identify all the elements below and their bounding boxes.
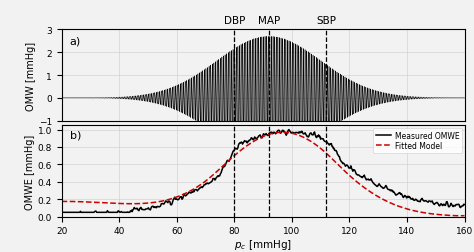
Fitted Model bbox=[453, 214, 459, 217]
Fitted Model bbox=[297, 135, 302, 138]
Text: SBP: SBP bbox=[316, 16, 337, 26]
Fitted Model bbox=[163, 199, 168, 202]
Fitted Model bbox=[280, 131, 286, 134]
Measured OMWE bbox=[163, 201, 168, 204]
Measured OMWE bbox=[462, 203, 467, 206]
Measured OMWE bbox=[363, 177, 368, 180]
Line: Fitted Model: Fitted Model bbox=[62, 133, 465, 216]
Measured OMWE bbox=[241, 141, 247, 144]
Fitted Model bbox=[59, 200, 64, 203]
Line: Measured OMWE: Measured OMWE bbox=[62, 130, 465, 212]
Legend: Measured OMWE, Fitted Model: Measured OMWE, Fitted Model bbox=[373, 128, 462, 153]
Fitted Model bbox=[130, 202, 136, 205]
Fitted Model bbox=[462, 214, 467, 217]
Measured OMWE bbox=[286, 129, 292, 132]
X-axis label: $p_c$ [mmHg]: $p_c$ [mmHg] bbox=[234, 237, 292, 251]
Fitted Model bbox=[363, 187, 368, 190]
Measured OMWE bbox=[328, 142, 334, 145]
Measured OMWE bbox=[130, 208, 136, 211]
Y-axis label: OMW [mmHg]: OMW [mmHg] bbox=[26, 41, 36, 110]
Text: DBP: DBP bbox=[224, 16, 245, 26]
Y-axis label: OMWE [mmHg]: OMWE [mmHg] bbox=[25, 134, 35, 209]
Text: b): b) bbox=[70, 130, 81, 140]
Measured OMWE bbox=[297, 132, 302, 135]
Text: a): a) bbox=[70, 37, 81, 47]
Fitted Model bbox=[241, 147, 247, 150]
Text: MAP: MAP bbox=[258, 16, 280, 26]
Fitted Model bbox=[328, 157, 334, 160]
Measured OMWE bbox=[59, 211, 64, 214]
